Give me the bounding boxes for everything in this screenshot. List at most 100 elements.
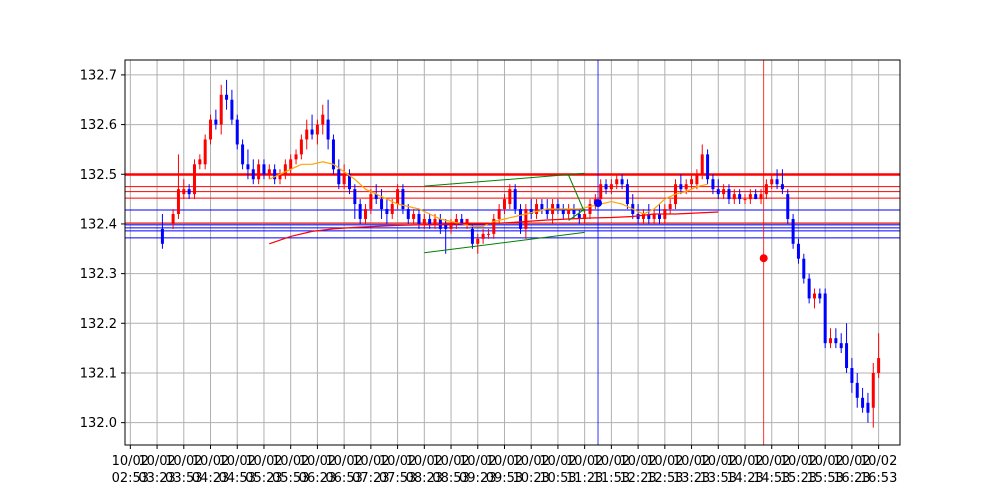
candle-body (257, 164, 261, 180)
candle-body (513, 189, 517, 210)
candle-body (417, 214, 421, 224)
candle-body (486, 233, 490, 235)
x-tick-label-date: 10/02 (726, 454, 763, 469)
candle-body (540, 204, 544, 210)
candle-body (481, 233, 485, 239)
candle-body (369, 194, 373, 210)
candle-body (604, 184, 608, 190)
candle-body (305, 129, 309, 140)
x-tick-label-date: 10/02 (566, 454, 603, 469)
candle-body (508, 189, 512, 205)
x-tick-label-date: 10/02 (860, 454, 897, 469)
candle-body (535, 204, 539, 214)
candle-body (497, 209, 501, 219)
candle-body (262, 164, 266, 175)
candle-body (829, 338, 833, 344)
y-tick-label: 132.2 (80, 317, 117, 332)
candle-body (283, 164, 287, 175)
x-tick-label-time: 07:23 (352, 471, 389, 486)
trend-lines (424, 172, 586, 254)
candle-body (476, 238, 480, 244)
candle-body (796, 243, 800, 259)
candle-body (583, 214, 587, 219)
candle-body (615, 179, 619, 185)
candle-body (700, 154, 704, 175)
candle-body (775, 179, 779, 185)
candle-body (171, 214, 175, 224)
y-tick-label: 132.3 (80, 267, 117, 282)
x-tick-label-time: 05:23 (245, 471, 282, 486)
candle-body (657, 214, 661, 219)
x-tick-label-date: 10/02 (272, 454, 309, 469)
candle-body (834, 338, 838, 344)
candle-body (545, 209, 549, 214)
x-tick-label-date: 10/02 (379, 454, 416, 469)
plot-frame (124, 59, 901, 446)
plot-area (125, 60, 900, 445)
candle-body (839, 343, 843, 349)
candle-body (342, 174, 346, 185)
candle-body (160, 228, 164, 244)
x-tick-label-time: 16:53 (860, 471, 897, 486)
x-tick-label-time: 15:53 (806, 471, 843, 486)
candle-body (519, 209, 523, 229)
candle-body (294, 154, 298, 160)
x-tick-label-time: 08:23 (406, 471, 443, 486)
candle-body (711, 179, 715, 190)
candle-body (668, 204, 672, 210)
candle-body (428, 218, 432, 224)
candle-body (331, 139, 335, 170)
x-tick-label-time: 06:53 (325, 471, 362, 486)
x-tick-label-time: 11:53 (593, 471, 630, 486)
candle-body (364, 209, 368, 219)
candle-body (176, 189, 180, 214)
x-tick-label-date: 10/02 (539, 454, 576, 469)
candle-body (251, 169, 255, 180)
x-tick-label-date: 10/02 (780, 454, 817, 469)
candle-body (850, 368, 854, 383)
x-tick-label-time: 14:23 (726, 471, 763, 486)
x-tick-label-date: 10/02 (673, 454, 710, 469)
candle-body (380, 199, 384, 210)
candle-body (192, 164, 196, 195)
y-tick-label: 132.7 (80, 68, 117, 83)
x-tick-label-date: 10/02 (406, 454, 443, 469)
y-axis: 132.0 132.1 132.2 132.3 132.4 132.5 132.6 132.7 (80, 68, 125, 431)
signal-marker (594, 199, 603, 208)
y-tick-label: 132.1 (80, 366, 117, 381)
candle-body (422, 218, 426, 224)
candle-body (620, 179, 624, 185)
candle-body (374, 194, 378, 200)
candle-body (396, 189, 400, 205)
candle-body (706, 154, 710, 180)
x-tick-label-date: 10/02 (325, 454, 362, 469)
candle-body (454, 218, 458, 224)
x-tick-label-time: 11:23 (566, 471, 603, 486)
y-tick-label: 132.6 (80, 118, 117, 133)
candle-body (267, 169, 271, 175)
candle-body (182, 189, 186, 195)
x-tick-label-time: 10:23 (512, 471, 549, 486)
x-tick-label-date: 10/02 (299, 454, 336, 469)
candle-body (727, 189, 731, 200)
x-tick-label-date: 10/02 (806, 454, 843, 469)
candle-body (412, 214, 416, 219)
candle-body (748, 194, 752, 200)
x-tick-label-date: 10/02 (619, 454, 656, 469)
candle-body (337, 169, 341, 185)
candle-body (732, 194, 736, 200)
candle-body (770, 179, 774, 185)
moving-averages (269, 161, 719, 245)
candle-body (743, 199, 747, 201)
x-tick-label-time: 02:53 (112, 471, 149, 486)
candle-body (812, 293, 816, 299)
x-tick-label-time: 03:23 (138, 471, 175, 486)
candle-body (866, 402, 870, 413)
x-tick-label-date: 10/02 (833, 454, 870, 469)
x-axis: 10/02 02:53 10/02 03:23 10/02 03:53 10/02 04:23… (112, 445, 897, 486)
x-tick-label-date: 10/02 (459, 454, 496, 469)
vertical-markers (597, 60, 765, 445)
x-tick-label-time: 14:53 (753, 471, 790, 486)
